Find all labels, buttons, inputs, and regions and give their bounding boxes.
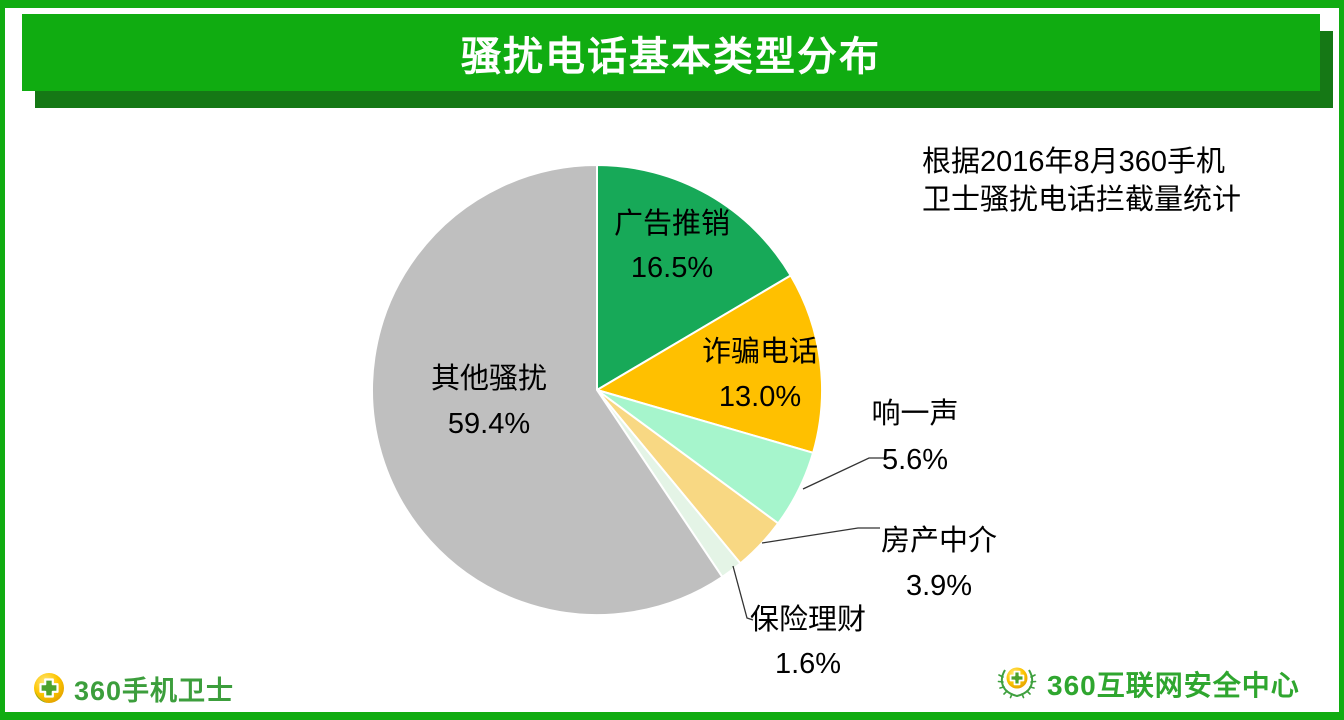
logo-360-security-center: 360互联网安全中心 (995, 662, 1300, 706)
360-ball-icon (34, 673, 64, 703)
leader-line-ring-once (802, 457, 884, 490)
slice-label-value: 13.0% (718, 381, 802, 413)
slice-label-value: 16.5% (630, 252, 714, 284)
pie-slice-1 (596, 274, 824, 454)
slice-label-name: 诈骗电话 (701, 336, 818, 368)
slice-label-ad-sales: 广告推销 16.5% (552, 202, 792, 290)
slice-label-insurance: 保险理财 1.6% (688, 598, 928, 686)
title-banner: 骚扰电话基本类型分布 (22, 14, 1320, 91)
slice-label-other: 其他骚扰 59.4% (369, 357, 609, 447)
pie-slice-0 (596, 164, 792, 391)
slice-label-fraud-calls: 诈骗电话 13.0% (640, 330, 880, 420)
leader-line-insurance (732, 565, 754, 621)
leader-line-real-estate (761, 527, 880, 544)
pie-slices-group (371, 164, 824, 616)
source-note: 根据2016年8月360手机 卫士骚扰电话拦截量统计 (922, 143, 1322, 219)
slice-label-value: 59.4% (447, 408, 531, 440)
logo-360-mobile-guard-text: 360手机卫士 (74, 675, 235, 706)
slice-label-value: 5.6% (881, 444, 949, 476)
logo-360-mobile-guard: 360手机卫士 (33, 668, 234, 708)
slice-label-name: 其他骚扰 (430, 363, 547, 395)
source-note-line2: 卫士骚扰电话拦截量统计 (922, 184, 1242, 216)
slice-label-real-estate: 房产中介 3.9% (819, 519, 1059, 609)
slice-label-ring-once: 响一声 5.6% (795, 391, 1035, 483)
frame-border-left (0, 0, 5, 720)
slice-label-value: 1.6% (774, 648, 842, 680)
laurel-wreath-ball-icon (997, 667, 1037, 699)
source-note-line1: 根据2016年8月360手机 (922, 146, 1226, 178)
logo-360-security-center-text: 360互联网安全中心 (1047, 670, 1300, 701)
slice-label-value: 3.9% (905, 570, 973, 602)
pie-slice-5 (371, 164, 724, 616)
slice-label-name: 保险理财 (749, 604, 866, 636)
page-title: 骚扰电话基本类型分布 (461, 34, 881, 79)
footer-divider-bar (0, 712, 1344, 720)
frame-border-top (0, 0, 1344, 8)
slice-label-name: 响一声 (871, 398, 959, 430)
slice-label-name: 房产中介 (880, 525, 997, 557)
slice-label-name: 广告推销 (613, 208, 730, 240)
frame-border-right (1339, 0, 1344, 720)
